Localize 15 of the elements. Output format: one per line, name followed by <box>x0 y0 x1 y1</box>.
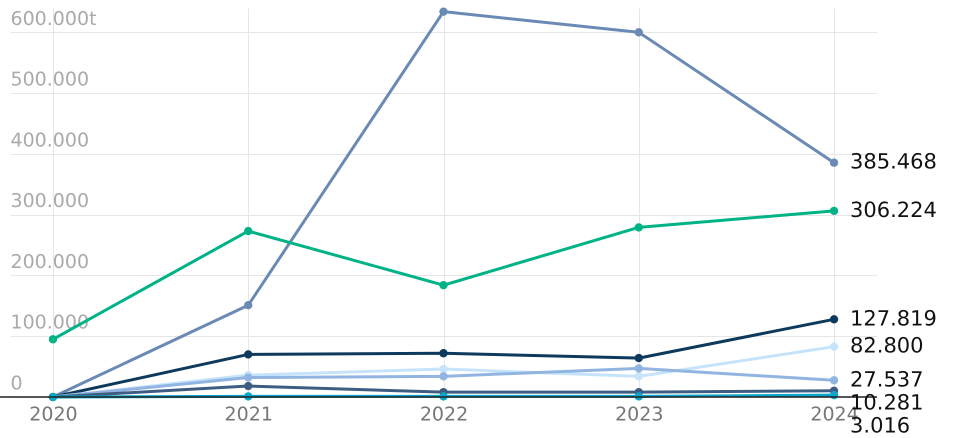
x-tick-label: 2021 <box>224 404 273 426</box>
y-tick-label: 600.000t <box>10 8 97 30</box>
y-tick-label: 0 <box>10 372 23 394</box>
x-tick-label: 2022 <box>420 404 468 426</box>
x-tick-label: 2020 <box>29 404 78 426</box>
y-tick-label: 500.000 <box>10 68 90 91</box>
y-tick-label: 300.000 <box>10 190 90 212</box>
data-label: 385.468 <box>850 150 937 174</box>
data-label: 306.224 <box>850 198 937 222</box>
data-label: 127.819 <box>850 306 937 330</box>
data-label: 82.800 <box>850 334 924 358</box>
y-tick-label: 200.000 <box>10 250 90 273</box>
y-tick-label: 400.000 <box>10 129 90 152</box>
x-tick-label: 2023 <box>615 404 664 426</box>
data-label: 27.537 <box>850 367 924 392</box>
